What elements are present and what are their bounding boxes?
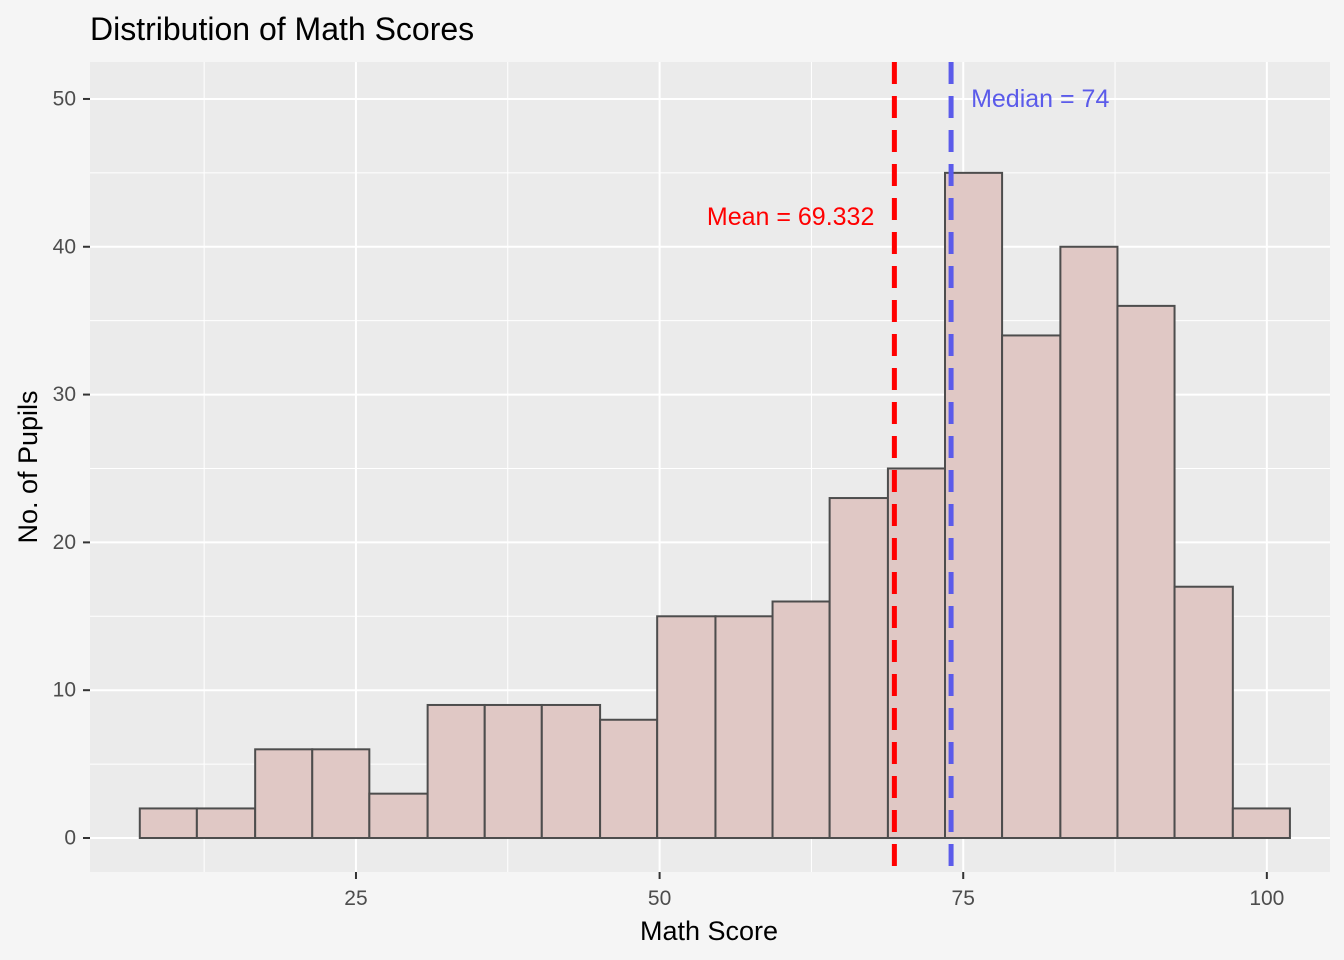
- y-tick-label: 10: [53, 679, 76, 702]
- y-tick-label: 40: [53, 235, 76, 258]
- histogram-bar: [138, 807, 198, 840]
- histogram-bar: [1059, 245, 1119, 840]
- median-label: Median = 74: [971, 85, 1109, 113]
- histogram-bar: [656, 615, 717, 840]
- histogram-bar: [540, 703, 602, 840]
- mean-label: Mean = 69.332: [707, 203, 875, 231]
- x-tick-label: 100: [1249, 887, 1284, 910]
- histogram-bar: [368, 792, 429, 840]
- chart-title: Distribution of Math Scores: [90, 11, 474, 47]
- histogram-bar: [254, 748, 314, 840]
- reference-lines: Mean = 69.332 Median = 74: [707, 62, 1109, 872]
- histogram-bar: [1001, 334, 1062, 840]
- histogram-bar: [1173, 585, 1234, 840]
- y-axis-title: No. of Pupils: [13, 390, 43, 543]
- histogram-bar: [944, 171, 1004, 840]
- histogram-bar: [714, 615, 774, 840]
- histogram-bar: [426, 703, 486, 840]
- x-tick-label: 50: [648, 887, 671, 910]
- x-tick-label: 25: [344, 887, 367, 910]
- histogram-bar: [771, 600, 831, 840]
- histogram-bar: [195, 807, 257, 840]
- histogram-bar: [311, 748, 371, 840]
- y-tick-label: 30: [53, 383, 76, 406]
- histogram-bar: [1231, 807, 1291, 840]
- x-axis: 25 50 75 100: [344, 872, 1284, 910]
- histogram-bar: [483, 703, 543, 840]
- y-tick-label: 50: [53, 87, 76, 110]
- histogram-bar: [886, 467, 947, 840]
- histogram-bars: [138, 171, 1291, 840]
- histogram-bar: [1116, 304, 1176, 840]
- y-tick-label: 0: [64, 827, 76, 850]
- x-tick-label: 75: [952, 887, 975, 910]
- y-axis: 0 10 20 30 40 50: [53, 87, 90, 850]
- histogram-bar: [599, 718, 659, 840]
- x-axis-title: Math Score: [640, 916, 778, 946]
- histogram-bar: [828, 497, 889, 840]
- y-tick-label: 20: [53, 531, 76, 554]
